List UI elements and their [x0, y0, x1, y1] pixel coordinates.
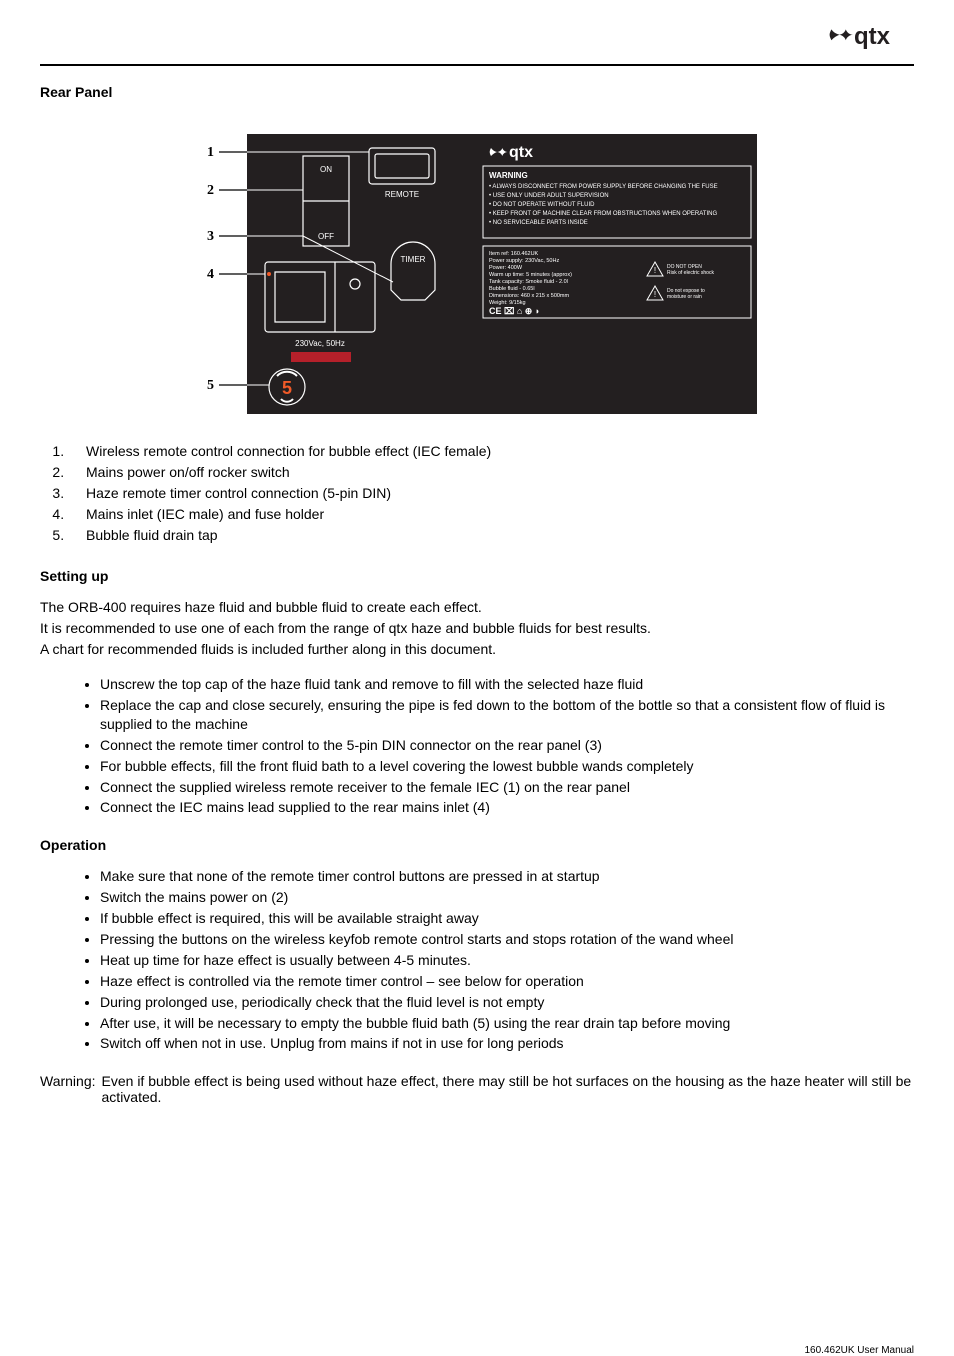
list-item: Heat up time for haze effect is usually … — [100, 951, 914, 970]
svg-text:Item ref: 160.462UK: Item ref: 160.462UK — [489, 251, 539, 257]
warning-label: Warning: — [40, 1073, 102, 1105]
svg-text:TIMER: TIMER — [401, 255, 426, 264]
list-item: During prolonged use, periodically check… — [100, 993, 914, 1012]
list-item: If bubble effect is required, this will … — [100, 909, 914, 928]
svg-text:ON: ON — [320, 165, 332, 174]
list-item: For bubble effects, fill the front fluid… — [100, 757, 914, 776]
list-item: Unscrew the top cap of the haze fluid ta… — [100, 675, 914, 694]
svg-text:moisture or rain: moisture or rain — [667, 294, 702, 300]
list-item: Make sure that none of the remote timer … — [100, 867, 914, 886]
list-item: Connect the IEC mains lead supplied to t… — [100, 798, 914, 817]
svg-text:!: ! — [654, 266, 656, 275]
list-item: Connect the remote timer control to the … — [100, 736, 914, 755]
rear-panel-heading: Rear Panel — [40, 84, 914, 100]
callout-1: 1 — [207, 145, 214, 160]
svg-text:• ALWAYS DISCONNECT FROM POWER: • ALWAYS DISCONNECT FROM POWER SUPPLY BE… — [489, 184, 718, 190]
list-item: Switch the mains power on (2) — [100, 888, 914, 907]
svg-text:• KEEP FRONT OF MACHINE CLEAR: • KEEP FRONT OF MACHINE CLEAR FROM OBSTR… — [489, 211, 717, 217]
svg-text:Bubble fluid - 0.65l: Bubble fluid - 0.65l — [489, 286, 535, 292]
svg-text:Risk of electric shock: Risk of electric shock — [667, 270, 714, 276]
list-item: Switch off when not in use. Unplug from … — [100, 1034, 914, 1053]
list-item: After use, it will be necessary to empty… — [100, 1014, 914, 1033]
svg-text:qtx: qtx — [509, 144, 533, 161]
svg-text:Power supply: 230Vac, 50Hz: Power supply: 230Vac, 50Hz — [489, 258, 559, 264]
svg-text:CE ⌧ ⌂ ⊕ ◗: CE ⌧ ⌂ ⊕ ◗ — [489, 306, 540, 316]
intro-line: It is recommended to use one of each fro… — [40, 619, 914, 638]
drain-number: 5 — [282, 378, 292, 398]
svg-text:REMOTE: REMOTE — [385, 190, 419, 199]
svg-text:!: ! — [654, 290, 656, 299]
list-item: Replace the cap and close securely, ensu… — [100, 696, 914, 734]
rear-panel-legend-list: Wireless remote control connection for b… — [40, 442, 914, 544]
warning-text: Even if bubble effect is being used with… — [102, 1073, 914, 1105]
svg-text:Tank capacity: Smoke fluid - 2: Tank capacity: Smoke fluid - 2.0l — [489, 279, 568, 285]
list-item: Haze effect is controlled via the remote… — [100, 972, 914, 991]
svg-text:Warm up time: 5 minutes (appro: Warm up time: 5 minutes (approx) — [489, 272, 572, 278]
list-item: Connect the supplied wireless remote rec… — [100, 778, 914, 797]
legend-item: Wireless remote control connection for b… — [68, 442, 914, 461]
svg-text:230Vac, 50Hz: 230Vac, 50Hz — [295, 339, 345, 348]
intro-line: A chart for recommended fluids is includ… — [40, 640, 914, 659]
document-content: Rear Panel 1 2 3 4 5 — [0, 84, 954, 1135]
svg-text:• NO SERVICEABLE PARTS INSIDE: • NO SERVICEABLE PARTS INSIDE — [489, 220, 588, 226]
svg-text:• DO NOT OPERATE WITHOUT FLUID: • DO NOT OPERATE WITHOUT FLUID — [489, 202, 595, 208]
header-rule — [40, 64, 914, 66]
svg-text:WARNING: WARNING — [489, 171, 528, 180]
list-item: Pressing the buttons on the wireless key… — [100, 930, 914, 949]
svg-text:Dimensions: 460 x 215 x 500mm: Dimensions: 460 x 215 x 500mm — [489, 293, 570, 299]
warning-block: Warning: Even if bubble effect is being … — [40, 1073, 914, 1105]
operation-list: Make sure that none of the remote timer … — [40, 867, 914, 1053]
page-footer: 160.462UK User Manual — [804, 1345, 914, 1356]
legend-item: Haze remote timer control connection (5-… — [68, 484, 914, 503]
intro-line: The ORB-400 requires haze fluid and bubb… — [40, 598, 914, 617]
legend-item: Mains power on/off rocker switch — [68, 463, 914, 482]
callout-2: 2 — [207, 183, 214, 198]
svg-text:• USE ONLY UNDER ADULT SUPERVI: • USE ONLY UNDER ADULT SUPERVISION — [489, 193, 609, 199]
legend-item: Mains inlet (IEC male) and fuse holder — [68, 505, 914, 524]
callout-4: 4 — [207, 267, 214, 282]
brand-text: qtx — [854, 23, 891, 50]
svg-text:OFF: OFF — [318, 232, 334, 241]
brand-logo: qtx — [826, 18, 914, 54]
page-header: qtx — [0, 0, 954, 64]
setting-up-list: Unscrew the top cap of the haze fluid ta… — [40, 675, 914, 817]
svg-text:Power: 400W: Power: 400W — [489, 265, 523, 271]
rear-panel-diagram: 1 2 3 4 5 — [40, 114, 914, 424]
callout-5: 5 — [207, 378, 214, 393]
callout-3: 3 — [207, 229, 214, 244]
legend-item: Bubble fluid drain tap — [68, 526, 914, 545]
operation-heading: Operation — [40, 837, 914, 853]
setting-up-heading: Setting up — [40, 568, 914, 584]
